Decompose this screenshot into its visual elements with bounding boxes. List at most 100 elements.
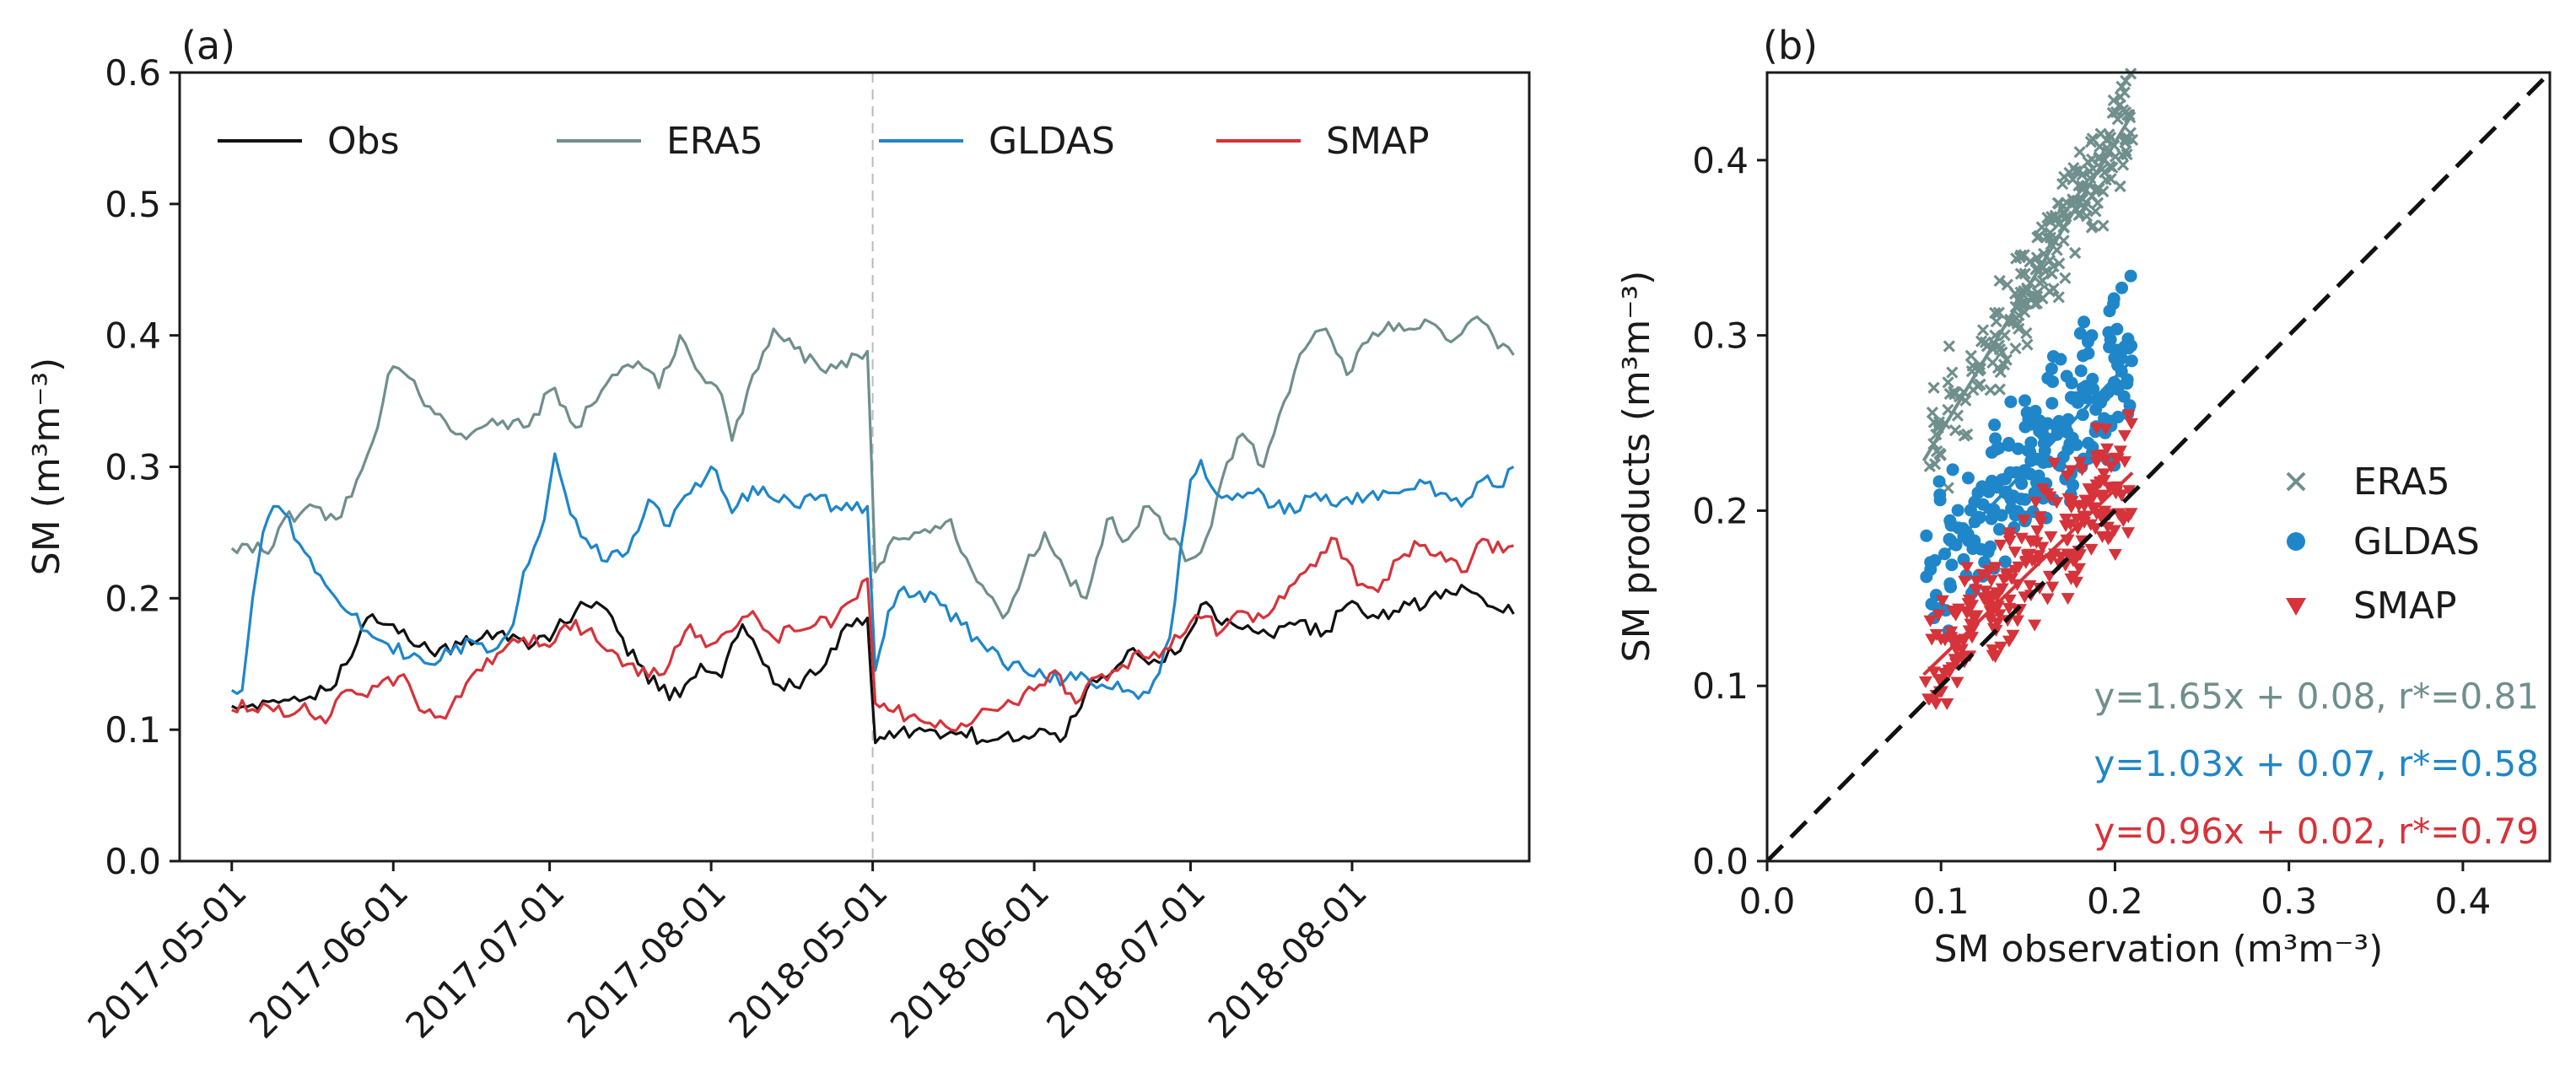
scatter-point-era5 <box>2114 180 2126 193</box>
scatter-point-smap <box>1984 614 1998 627</box>
b-xtick-label: 0.3 <box>2261 881 2317 922</box>
scatter-point-smap <box>2007 547 2022 559</box>
one-to-one-line <box>1765 71 2552 863</box>
b-x-axis-title: SM observation (m³m⁻³) <box>1934 928 2384 971</box>
scatter-point-smap <box>2084 543 2099 556</box>
b-ytick-label: 0.3 <box>1692 315 1749 357</box>
scatter-point-era5 <box>2030 251 2044 264</box>
a-series-lines <box>230 315 1515 746</box>
scatter-point-gldas <box>2115 281 2129 294</box>
b-xtick-label: 0.1 <box>1913 881 1970 922</box>
scatter-point-smap <box>2124 508 2138 520</box>
series-line-obs <box>231 584 1515 746</box>
a-ytick-label: 0.0 <box>105 841 161 882</box>
scatter-point-smap <box>2028 619 2042 632</box>
fit-equation-gldas: y=1.03x + 0.07, r*=0.58 <box>2094 743 2539 784</box>
scatter-point-era5 <box>1942 376 1954 389</box>
scatter-point-era5 <box>1928 458 1942 471</box>
a-legend-label-obs: Obs <box>327 120 400 163</box>
scatter-point-gldas <box>2003 466 2017 479</box>
scatter-point-era5 <box>1964 349 1977 362</box>
b-xtick-label: 0.2 <box>2087 881 2143 922</box>
scatter-point-gldas <box>1920 570 1933 584</box>
scatter-point-era5 <box>2091 197 2104 209</box>
scatter-point-era5 <box>2051 197 2064 209</box>
scatter-point-gldas <box>2124 269 2137 283</box>
scatter-point-era5 <box>2045 267 2058 280</box>
scatter-point-gldas <box>2002 437 2016 450</box>
scatter-point-smap <box>2054 552 2068 564</box>
scatter-point-smap <box>2044 531 2058 544</box>
scatter-point-gldas <box>2086 372 2099 385</box>
scatter-point-gldas <box>2018 394 2032 407</box>
b-legend-label-era5: ERA5 <box>2353 461 2450 504</box>
scatter-point-era5 <box>2121 148 2133 161</box>
scatter-point-gldas <box>2073 326 2087 340</box>
a-ytick-label: 0.3 <box>105 447 161 488</box>
scatter-point-gldas <box>1949 538 1963 552</box>
scatter-point-gldas <box>2005 502 2018 515</box>
scatter-point-smap <box>2030 525 2045 538</box>
scatter-point-era5 <box>2089 205 2102 218</box>
scatter-point-era5 <box>1948 424 1962 437</box>
scatter-point-smap <box>1994 641 2008 654</box>
a-legend-label-smap: SMAP <box>1326 120 1430 163</box>
b-legend-marker-gldas <box>2287 532 2305 551</box>
scatter-point-smap <box>2064 502 2078 514</box>
fit-equation-smap: y=0.96x + 0.02, r*=0.79 <box>2094 811 2539 852</box>
scatter-point-smap <box>2040 593 2055 606</box>
scatter-point-gldas <box>1946 463 1959 477</box>
series-line-smap <box>231 536 1514 732</box>
scatter-point-smap <box>1970 575 1984 588</box>
scatter-point-smap <box>2099 443 2114 455</box>
scatter-point-smap <box>2097 468 2111 481</box>
scatter-point-era5 <box>1926 407 1939 419</box>
scatter-point-smap <box>2067 570 2082 583</box>
scatter-point-gldas <box>1951 504 1964 517</box>
scatter-point-smap <box>2121 409 2136 422</box>
scatter-point-gldas <box>1925 597 1938 611</box>
scatter-point-smap <box>1959 607 1974 620</box>
scatter-point-gldas <box>1985 512 1998 525</box>
scatter-point-era5 <box>1989 306 2002 320</box>
scatter-point-smap <box>2118 456 2132 469</box>
scatter-point-smap <box>2117 430 2131 443</box>
scatter-point-era5 <box>1934 448 1947 461</box>
scatter-point-era5 <box>1993 274 2006 288</box>
scatter-point-smap <box>2082 483 2096 496</box>
scatter-point-gldas <box>2004 395 2018 408</box>
scatter-point-gldas <box>1989 432 2002 445</box>
scatter-point-gldas <box>1968 534 1981 547</box>
scatter-point-era5 <box>2111 113 2124 126</box>
scatter-point-smap <box>2034 516 2048 529</box>
scatter-point-smap <box>1995 583 2009 595</box>
scatter-point-smap <box>2108 549 2122 562</box>
b-plot-frame <box>1765 71 2552 863</box>
scatter-point-era5 <box>2014 267 2028 280</box>
scatter-point-era5 <box>2067 162 2080 175</box>
scatter-point-era5 <box>2086 132 2099 145</box>
scatter-point-gldas <box>2045 362 2058 375</box>
b-xtick-label: 0.4 <box>2434 881 2491 922</box>
scatter-point-gldas <box>2024 417 2038 431</box>
scatter-point-gldas <box>2117 390 2131 403</box>
a-ytick-label: 0.1 <box>105 709 161 751</box>
scatter-point-gldas <box>1945 558 1959 572</box>
scatter-point-gldas <box>2110 322 2124 336</box>
scatter-point-smap <box>1940 698 1954 710</box>
scatter-point-smap <box>2107 525 2121 537</box>
scatter-point-smap <box>1959 562 1974 574</box>
b-legend-marker-smap <box>2286 598 2306 616</box>
scatter-point-smap <box>2121 527 2136 540</box>
scatter-point-era5 <box>2073 146 2086 159</box>
scatter-point-smap <box>1991 617 2005 630</box>
scatter-point-smap <box>2068 554 2083 567</box>
fit-line-gldas <box>1922 358 2134 578</box>
scatter-point-era5 <box>2120 74 2132 87</box>
scatter-point-era5 <box>2053 257 2066 270</box>
a-x-axis: 2017-05-012017-06-012017-07-012017-08-01… <box>80 861 1375 1047</box>
a-xtick-label: 2018-06-01 <box>882 871 1057 1046</box>
scatter-point-smap <box>1932 609 1946 622</box>
scatter-point-gldas <box>1920 529 1933 542</box>
